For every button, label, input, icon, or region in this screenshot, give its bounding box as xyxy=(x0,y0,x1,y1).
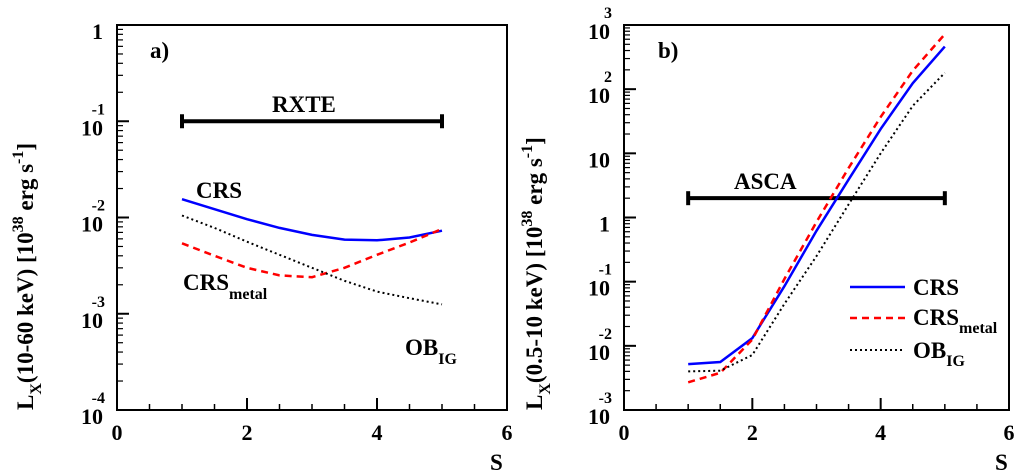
x-tick-label: 2 xyxy=(242,420,253,445)
series-group-b xyxy=(687,33,946,384)
x-axis-label-a: S xyxy=(490,450,503,475)
y-tick-exponent: -2 xyxy=(599,326,612,343)
x-axis-ticks-a: 0 2 4 6 xyxy=(112,398,513,445)
x-tick-label: 4 xyxy=(372,420,383,445)
series-annotation-ob-ig: OBIG xyxy=(405,335,457,368)
y-axis-ticks-a: 110-110-210-310-4 xyxy=(81,19,129,429)
y-tick-label: 10 xyxy=(588,340,610,365)
x-tick-label: 4 xyxy=(875,420,886,445)
panel-label-a: a) xyxy=(150,38,169,63)
series-line-ob-ig xyxy=(181,214,443,306)
series-line-crs xyxy=(688,45,946,366)
y-tick-label: 10 xyxy=(81,115,103,140)
y-tick-label: 10 xyxy=(81,212,103,237)
y-tick-label: 10 xyxy=(588,404,610,429)
y-tick-label: 1 xyxy=(599,212,610,237)
x-tick-label: 0 xyxy=(112,420,123,445)
legend: CRS CRSmetal OBIG xyxy=(850,275,998,370)
panel-label-b: b) xyxy=(658,38,678,63)
y-tick-exponent: -3 xyxy=(92,294,105,311)
x-tick-label: 0 xyxy=(619,420,630,445)
x-tick-label: 6 xyxy=(502,420,513,445)
legend-label-crs-metal: CRSmetal xyxy=(913,305,998,337)
y-axis-label-a: LX(10-60 keV) [1038 erg s-1] xyxy=(10,143,45,410)
y-tick-exponent: -1 xyxy=(92,101,105,118)
y-tick-label: 10 xyxy=(588,276,610,301)
y-axis-label-b: LX(0.5-10 keV) [1038 erg s-1] xyxy=(519,137,554,410)
y-tick-exponent: -1 xyxy=(599,262,612,279)
x-axis-label-b: S xyxy=(995,450,1008,475)
y-tick-exponent: 3 xyxy=(604,5,612,22)
y-tick-exponent: -4 xyxy=(92,390,105,407)
series-annotation-crs-metal: CRSmetal xyxy=(183,270,268,303)
y-tick-exponent: 2 xyxy=(604,69,612,86)
series-line-crs-metal xyxy=(687,33,946,384)
series-line-crs xyxy=(181,198,443,242)
band-label-rxte: RXTE xyxy=(272,92,336,117)
series-annotation-crs: CRS xyxy=(196,178,242,203)
series-line-crs-metal xyxy=(181,227,443,279)
rxte-band xyxy=(180,114,444,129)
x-axis-ticks-b: 0 2 4 6 xyxy=(619,398,1015,445)
y-tick-exponent: -2 xyxy=(92,198,105,215)
y-tick-label: 1 xyxy=(92,19,103,44)
legend-label-crs: CRS xyxy=(913,275,959,300)
band-label-asca: ASCA xyxy=(734,169,797,194)
y-tick-label: 10 xyxy=(588,83,610,108)
legend-label-ob-ig: OBIG xyxy=(913,338,965,370)
x-tick-label: 2 xyxy=(747,420,758,445)
y-tick-exponent: -3 xyxy=(599,390,612,407)
asca-band xyxy=(686,191,947,206)
y-tick-label: 10 xyxy=(81,404,103,429)
series-group-a xyxy=(181,198,443,306)
y-tick-label: 10 xyxy=(81,308,103,333)
y-tick-label: 10 xyxy=(588,147,610,172)
y-tick-label: 10 xyxy=(588,19,610,44)
series-line-ob-ig xyxy=(688,72,946,373)
x-tick-label: 6 xyxy=(1004,420,1015,445)
